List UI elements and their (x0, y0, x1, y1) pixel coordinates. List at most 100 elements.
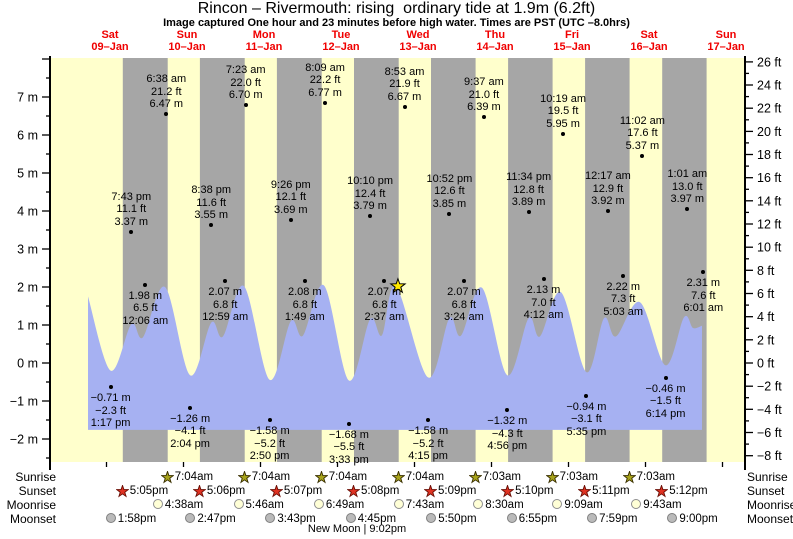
moonset-marker: 7:59pm (587, 512, 638, 526)
moonset-time: 9:00pm (679, 513, 718, 525)
moonset-time: 1:58pm (117, 513, 157, 525)
moonrise-marker: 9:09am (552, 498, 603, 513)
moonrise-time: 9:43am (643, 499, 682, 511)
moonset-time: 4:45pm (357, 513, 397, 525)
tide-high-annotation: 2.31 m 7.6 ft 6:01 am (683, 277, 724, 315)
sunrise-marker: 7:03am (468, 471, 521, 484)
sunset-star-icon (424, 485, 438, 498)
sunset-star-icon (115, 485, 130, 498)
svg-text:1 m: 1 m (17, 319, 38, 333)
moonset-marker: 9:00pm (667, 512, 718, 527)
tide-low-annotation: −0.94 m −3.1 ft 5:35 pm (566, 400, 607, 438)
svg-text:2 ft: 2 ft (757, 333, 775, 347)
moonrise-icon (631, 498, 643, 513)
sunrise-marker: 7:04am (237, 471, 290, 484)
moonrise-icon (552, 498, 564, 513)
svg-text:3 m: 3 m (17, 243, 38, 257)
moonset-icon (345, 512, 358, 527)
sunrise-row-label-left: Sunrise (15, 470, 56, 484)
day-label: Mon 11–Jan (245, 29, 283, 53)
tide-high-annotation: 11:34 pm 12.8 ft 3.89 m (506, 171, 552, 209)
sunset-time: 5:11pm (592, 485, 630, 497)
moonrise-time: 8:30am (485, 499, 524, 511)
sunset-marker: 5:10pm (501, 485, 553, 498)
tide-high-annotation: 11:02 am 17.6 ft 5.37 m (619, 114, 665, 152)
sunrise-star-icon (468, 471, 483, 484)
tide-high-annotation: 8:09 am 22.2 ft 6.77 m (305, 61, 345, 99)
moonrise-marker: 6:49am (313, 498, 365, 513)
tide-high-annotation: 12:17 am 12.9 ft 3.92 m (584, 170, 631, 207)
sunset-star-icon (578, 485, 592, 498)
tide-point-dot (243, 103, 248, 108)
current-tide-star-icon (389, 277, 407, 294)
sunrise-star-icon (160, 471, 175, 484)
moonrise-time: 9:09am (564, 499, 603, 511)
tide-high-annotation: 2.07 m 6.8 ft 3:24 am (444, 286, 484, 324)
tide-high-annotation: 9:37 am 21.0 ft 6.39 m (464, 76, 504, 114)
moonset-row-label-right: Moonset (747, 512, 793, 526)
day-label: Sun 17–Jan (707, 29, 745, 53)
moonset-time: 6:55pm (518, 513, 558, 525)
svg-text:5 m: 5 m (17, 167, 38, 181)
tide-high-annotation: 6:38 am 21.2 ft 6.47 m (146, 73, 187, 111)
svg-text:−6 ft: −6 ft (757, 426, 782, 440)
tide-point-dot (188, 405, 193, 410)
tide-point-dot (447, 211, 452, 216)
moonset-icon (185, 512, 197, 527)
sunset-time: 5:06pm (206, 485, 246, 497)
moonrise-marker: 5:46am (233, 498, 284, 512)
moonrise-marker: 8:30am (473, 498, 524, 512)
tide-high-annotation: 8:53 am 21.9 ft 6.67 m (384, 65, 425, 103)
tide-point-dot (685, 207, 690, 212)
tide-point-dot (402, 104, 407, 109)
sunrise-star-icon (545, 471, 560, 484)
tide-point-dot (129, 229, 134, 234)
y-axis-left (42, 56, 51, 470)
sunrise-time: 7:04am (328, 471, 368, 483)
svg-text:20 ft: 20 ft (757, 125, 782, 139)
moonset-marker: 5:50pm (426, 512, 477, 527)
tide-point-dot (640, 153, 645, 158)
sunrise-marker: 7:03am (622, 471, 675, 484)
tide-point-dot (164, 112, 169, 117)
sunset-time: 5:05pm (129, 485, 169, 497)
tide-point-dot (505, 408, 510, 413)
sunset-marker: 5:12pm (655, 485, 708, 498)
tide-low-annotation: −1.26 m −4.1 ft 2:04 pm (170, 412, 211, 450)
day-label: Thu 14–Jan (476, 29, 514, 53)
tide-high-annotation: 10:10 pm 12.4 ft 3.79 m (347, 175, 394, 212)
tide-low-annotation: −1.68 m −5.5 ft 3:33 pm (328, 428, 369, 466)
moonrise-time: 5:46am (245, 499, 284, 511)
moonrise-icon (313, 498, 326, 513)
sunset-marker: 5:06pm (192, 485, 246, 498)
svg-text:26 ft: 26 ft (757, 55, 782, 69)
tide-high-annotation: 8:38 pm 11.6 ft 3.55 m (191, 184, 232, 222)
tide-high-annotation: 2.08 m 6.8 ft 1:49 am (284, 286, 325, 323)
tide-point-dot (584, 393, 589, 398)
tide-point-dot (143, 282, 148, 287)
y-axis-right (744, 56, 753, 470)
sunset-time: 5:10pm (515, 485, 554, 497)
moonrise-marker: 9:43am (631, 498, 682, 513)
y-axis-left-labels: 7 m 6 m 5 m 4 m 3 m 2 m 1 m 0 m −1 m −2 m (10, 91, 38, 447)
tide-high-annotation: 2.07 m 6.8 ft 12:59 am (202, 286, 249, 324)
moonset-icon (667, 512, 679, 527)
tide-point-dot (382, 279, 387, 284)
sunset-marker: 5:11pm (578, 485, 630, 498)
moonset-marker: 2:47pm (185, 512, 236, 527)
moonset-icon (426, 512, 438, 527)
moonset-time: 3:43pm (277, 513, 316, 525)
moonset-marker: 4:45pm (345, 512, 397, 527)
moonset-row-label-left: Moonset (9, 512, 56, 526)
tide-high-annotation: 10:19 am 19.5 ft 5.95 m (540, 92, 587, 130)
tide-point-dot (605, 209, 610, 213)
moonrise-time: 6:49am (325, 499, 365, 511)
svg-text:−8 ft: −8 ft (757, 449, 782, 463)
moonrise-time: 7:43am (405, 499, 445, 511)
svg-text:10 ft: 10 ft (757, 241, 782, 255)
sunrise-row-label-right: Sunrise (747, 470, 788, 484)
moonset-time: 7:59pm (599, 513, 638, 525)
tide-point-dot (461, 279, 466, 284)
y-axis-right-labels: 26 ft 24 ft 22 ft 20 ft 18 ft 16 ft 14 ft 12 ft… (757, 55, 782, 463)
